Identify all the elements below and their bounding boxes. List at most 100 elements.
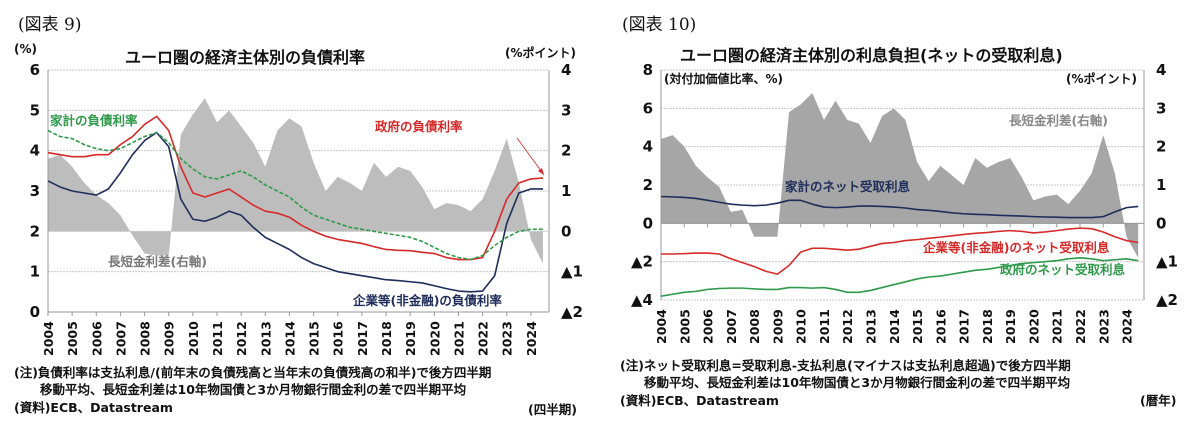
x-tick-label: 2020 bbox=[427, 321, 442, 356]
x-tick-label: 2008 bbox=[747, 309, 762, 344]
y2-tick-label: 4 bbox=[561, 61, 571, 79]
series-line-1 bbox=[661, 227, 1139, 275]
x-tick-label: 2024 bbox=[524, 321, 539, 356]
period-label: (暦年) bbox=[1140, 393, 1177, 408]
note-line-1: (注)ネット受取利息=受取利息-支払利息(マイナスは支払利息超過)で後方四半期 bbox=[620, 358, 1071, 373]
x-tick-label: 2006 bbox=[89, 321, 104, 356]
x-tick-label: 2007 bbox=[113, 321, 128, 356]
y-tick-label: ▲2 bbox=[631, 253, 653, 271]
y2-tick-label: ▲1 bbox=[1156, 253, 1178, 271]
x-tick-label: 2022 bbox=[476, 321, 491, 356]
x-tick-label: 2011 bbox=[210, 321, 225, 356]
x-tick-label: 2021 bbox=[1050, 309, 1065, 344]
figure-10-label: (図表 10) bbox=[622, 15, 697, 35]
x-tick-label: 2020 bbox=[1026, 309, 1041, 344]
figure-9-label: (図表 9) bbox=[18, 15, 82, 35]
figure-9-panel: (図表 9) ユーロ圏の経済主体別の負債利率 (%) (%ポイント) 0 1 2 3 4… bbox=[14, 15, 583, 417]
annotation-arrowhead bbox=[538, 168, 544, 175]
right-axis-unit: (%ポイント) bbox=[1066, 72, 1137, 86]
x-tick-label: 2017 bbox=[957, 309, 972, 344]
x-tick-label: 2014 bbox=[282, 321, 297, 356]
y2-tick-label: ▲1 bbox=[561, 263, 583, 281]
note-line-1: (注)負債利率は支払利息/(前年末の負債残高と当年末の負債残高の和半)で後方四半… bbox=[14, 365, 492, 380]
annotation-arrow bbox=[516, 137, 545, 176]
x-tick-label: 2015 bbox=[307, 321, 322, 356]
x-tick-label: 2009 bbox=[162, 321, 177, 356]
x-tick-label: 2019 bbox=[403, 321, 418, 356]
series-annotation: 企業等(非金融)の負債利率 bbox=[352, 293, 502, 308]
source-text: (資料)ECB、Datastream bbox=[14, 400, 173, 415]
series-line-2 bbox=[47, 129, 543, 261]
x-tick-label: 2018 bbox=[379, 321, 394, 356]
chart-title: ユーロ圏の経済主体別の負債利率 bbox=[125, 48, 366, 67]
x-tick-label: 2012 bbox=[840, 309, 855, 344]
x-tick-label: 2013 bbox=[863, 309, 878, 344]
series-line-0 bbox=[47, 115, 544, 261]
y-tick-label: ▲4 bbox=[631, 291, 653, 309]
y2-tick-label: ▲2 bbox=[1156, 291, 1178, 309]
x-tick-label: 2023 bbox=[1096, 309, 1111, 344]
note-line-2: 移動平均、長短金利差は10年物国債と3か月物銀行間金利の差で四半期平均 bbox=[644, 375, 1071, 390]
y2-tick-label: 1 bbox=[561, 182, 571, 200]
y-tick-label: 8 bbox=[643, 61, 653, 79]
series-annotation: 家計のネット受取利息 bbox=[785, 179, 911, 194]
left-axis-unit: (%) bbox=[14, 42, 37, 56]
series-line-1 bbox=[47, 131, 543, 293]
y2-tick-label: 2 bbox=[1156, 138, 1166, 156]
x-tick-label: 2017 bbox=[355, 321, 370, 356]
x-tick-label: 2009 bbox=[770, 309, 785, 344]
x-tick-label: 2022 bbox=[1073, 309, 1088, 344]
chart-10-plot: ▲4 ▲2 0 2 4 6 8 ▲2 ▲1 0 1 2 3 4 2004 2005 2006 2007 2008 20… bbox=[631, 61, 1178, 344]
y-tick-label: 0 bbox=[30, 303, 40, 321]
series-annotation: 長短金利差(右軸) bbox=[1009, 113, 1108, 128]
series-annotation: 企業等(非金融)のネット受取利息 bbox=[922, 240, 1110, 255]
y2-tick-label: 2 bbox=[561, 142, 571, 160]
chart-title: ユーロ圏の経済主体別の利息負担(ネットの受取利息) bbox=[680, 46, 1063, 65]
y2-tick-label: ▲2 bbox=[561, 303, 583, 321]
x-tick-label: 2019 bbox=[1003, 309, 1018, 344]
x-tick-label: 2021 bbox=[451, 321, 466, 356]
y-tick-label: 6 bbox=[30, 61, 40, 79]
x-tick-label: 2005 bbox=[65, 321, 80, 356]
series-line-0 bbox=[660, 195, 1139, 219]
x-tick-label: 2008 bbox=[138, 321, 153, 356]
y2-tick-label: 3 bbox=[561, 101, 571, 119]
y2-tick-label: 0 bbox=[561, 222, 571, 240]
y2-tick-label: 1 bbox=[1156, 176, 1166, 194]
x-tick-label: 2023 bbox=[500, 321, 515, 356]
series-annotation: 家計の負債利率 bbox=[50, 113, 138, 128]
x-tick-label: 2010 bbox=[186, 321, 201, 356]
y-tick-label: 2 bbox=[643, 176, 653, 194]
x-tick-label: 2016 bbox=[331, 321, 346, 356]
note-line-2: 移動平均、長短金利差は10年物国債と3か月物銀行間金利の差で四半期平均 bbox=[40, 382, 467, 397]
x-tick-label: 2013 bbox=[258, 321, 273, 356]
x-tick-label: 2016 bbox=[933, 309, 948, 344]
y-tick-label: 6 bbox=[643, 99, 653, 117]
x-tick-label: 2006 bbox=[701, 309, 716, 344]
x-tick-label: 2004 bbox=[654, 309, 669, 344]
y-tick-label: 1 bbox=[30, 263, 40, 281]
series-annotation: 政府の負債利率 bbox=[375, 119, 463, 134]
series-annotation: 長短金利差(右軸) bbox=[108, 254, 207, 269]
x-tick-label: 2024 bbox=[1120, 309, 1135, 344]
y-tick-label: 4 bbox=[30, 142, 40, 160]
period-label: (四半期) bbox=[528, 402, 577, 417]
y2-tick-label: 3 bbox=[1156, 99, 1166, 117]
y2-tick-label: 4 bbox=[1156, 61, 1166, 79]
y-tick-label: 3 bbox=[30, 182, 40, 200]
y-tick-label: 4 bbox=[643, 138, 653, 156]
x-tick-label: 2004 bbox=[41, 321, 56, 356]
x-tick-label: 2007 bbox=[724, 309, 739, 344]
series-annotation: 政府のネット受取利息 bbox=[1000, 262, 1126, 277]
source-text: (資料)ECB、Datastream bbox=[620, 393, 779, 408]
series-area-yield-spread bbox=[48, 98, 543, 264]
x-tick-label: 2011 bbox=[817, 309, 832, 344]
y2-tick-label: 0 bbox=[1156, 214, 1166, 232]
left-axis-unit: (対付加価値比率、%) bbox=[664, 72, 783, 86]
x-tick-label: 2005 bbox=[677, 309, 692, 344]
chart-9-plot: 0 1 2 3 4 5 6 ▲2 ▲1 0 1 2 3 4 2004 2005 2006 2007 2008 2009… bbox=[30, 61, 583, 356]
x-tick-label: 2015 bbox=[910, 309, 925, 344]
x-tick-label: 2018 bbox=[980, 309, 995, 344]
y-tick-label: 2 bbox=[30, 222, 40, 240]
x-tick-label: 2012 bbox=[234, 321, 249, 356]
